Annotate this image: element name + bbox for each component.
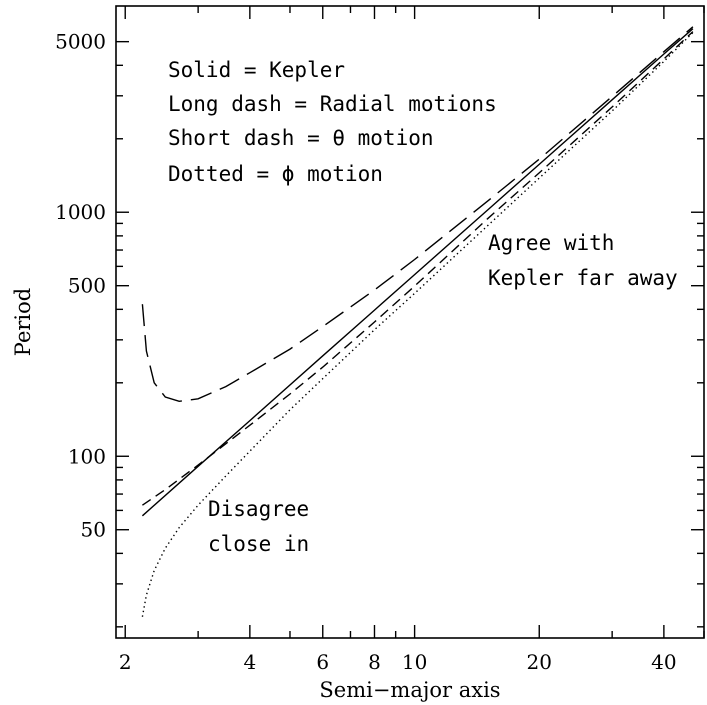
series-line-solid xyxy=(141,28,694,517)
annotation-far-line-2: Kepler far away xyxy=(488,266,678,290)
y-tick-label: 5000 xyxy=(55,30,106,54)
y-tick-label: 500 xyxy=(68,274,106,298)
y-tick-label: 1000 xyxy=(55,200,106,224)
legend-line-dotted: Dotted = ϕ motion xyxy=(168,162,383,186)
annotation-close-line-2: close in xyxy=(208,532,309,556)
series-line-dotted xyxy=(141,32,694,617)
legend-line-solid: Solid = Kepler xyxy=(168,58,345,82)
x-tick-label: 10 xyxy=(402,650,427,674)
x-axis-label: Semi−major axis xyxy=(319,678,500,702)
legend-line-long-dash: Long dash = Radial motions xyxy=(168,92,497,116)
y-tick-label: 50 xyxy=(81,518,106,542)
x-tick-label: 6 xyxy=(316,650,329,674)
y-axis-label: Period xyxy=(11,288,35,356)
plot-frame xyxy=(115,5,705,639)
series-line-long-dash xyxy=(141,26,694,403)
tick-labels: 2 4 6 8 10 20 40 50 100 500 1000 5000 xyxy=(55,30,677,674)
x-tick-label: 40 xyxy=(651,650,676,674)
x-tick-label: 2 xyxy=(119,650,132,674)
axis-ticks xyxy=(116,6,705,638)
x-tick-label: 8 xyxy=(368,650,381,674)
x-tick-label: 20 xyxy=(527,650,552,674)
y-tick-label: 100 xyxy=(68,444,106,468)
series-line-short-dash xyxy=(142,31,694,506)
series-lines xyxy=(141,26,694,617)
annotation-far-line-1: Agree with xyxy=(488,231,614,255)
annotation-far: Agree with Kepler far away xyxy=(488,231,678,290)
legend-text: Solid = Kepler Long dash = Radial motion… xyxy=(168,58,497,186)
annotation-close-line-1: Disagree xyxy=(208,497,309,521)
x-tick-label: 4 xyxy=(243,650,256,674)
legend-line-short-dash: Short dash = θ motion xyxy=(168,126,434,150)
annotation-close: Disagree close in xyxy=(208,497,309,556)
